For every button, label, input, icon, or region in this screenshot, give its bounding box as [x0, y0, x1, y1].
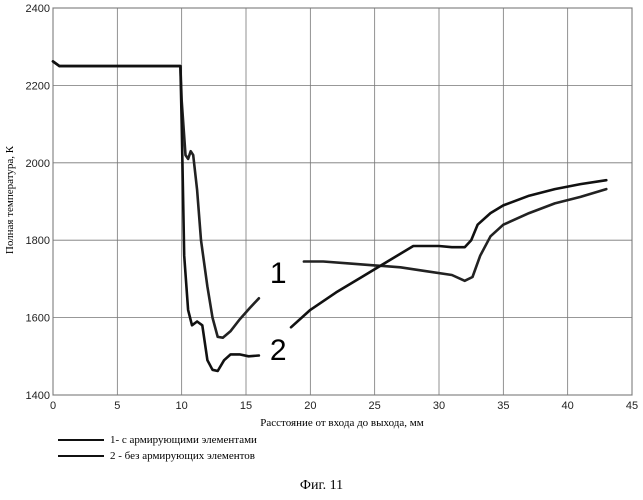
x-tick-label: 20 — [304, 400, 316, 412]
legend-swatch-2 — [58, 455, 104, 457]
legend-item-1: 1- с армирующими элементами — [58, 432, 257, 448]
x-tick-label: 45 — [626, 400, 638, 412]
legend-item-2: 2 - без армирующих элементов — [58, 448, 257, 464]
x-tick-label: 5 — [114, 400, 120, 412]
x-tick-label: 35 — [497, 400, 509, 412]
x-tick-label: 40 — [562, 400, 574, 412]
x-tick-label: 30 — [433, 400, 445, 412]
x-tick-label: 0 — [50, 400, 56, 412]
y-tick-label: 1400 — [26, 390, 50, 402]
legend-swatch-1 — [58, 439, 104, 441]
curve-label-2: 2 — [270, 334, 287, 367]
y-tick-label: 2400 — [26, 3, 50, 15]
legend-label-1: 1- с армирующими элементами — [110, 434, 257, 446]
x-tick-label: 10 — [176, 400, 188, 412]
y-tick-label: 1800 — [26, 235, 50, 247]
x-tick-label: 15 — [240, 400, 252, 412]
chart-annotations: 12 — [270, 257, 287, 367]
figure-caption: Фиг. 11 — [0, 478, 643, 494]
y-tick-label: 1600 — [26, 313, 50, 325]
legend-label-2: 2 - без армирующих элементов — [110, 450, 255, 462]
y-tick-label: 2200 — [26, 80, 50, 92]
curve-label-1: 1 — [270, 257, 287, 290]
chart: 0 5 10 15 20 25 30 35 40 45 1400 1600 1800 2000 2200 24… — [0, 0, 643, 430]
chart-series — [53, 61, 606, 371]
y-tick-label: 2000 — [26, 158, 50, 170]
x-axis-label: Расстояние от входа до выхода, мм — [260, 417, 423, 429]
y-axis-label: Полная температура, К — [4, 145, 16, 254]
x-tick-label: 25 — [369, 400, 381, 412]
legend: 1- с армирующими элементами 2 - без арми… — [58, 432, 257, 464]
